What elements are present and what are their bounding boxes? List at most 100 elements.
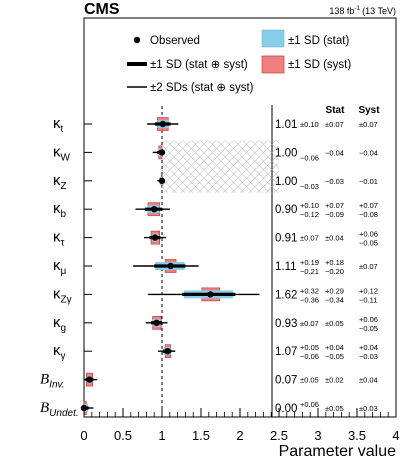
stat-uncertainty-up: +0.29 (325, 286, 344, 295)
parameter-symbol: κ (53, 229, 61, 246)
value-text: 1.01 (275, 119, 297, 131)
value-text: 0.91 (275, 233, 297, 245)
parameter-label: κZγ (53, 285, 72, 305)
parameter-row (84, 287, 260, 302)
syst-uncertainty: −0.01 (359, 177, 378, 186)
x-tick-label: 3 (314, 428, 321, 443)
syst-uncertainty-down: −0.08 (359, 210, 378, 219)
parameter-label: κτ (53, 229, 65, 249)
syst-uncertainty: ±0.03 (359, 404, 378, 413)
stat-uncertainty-down: −0.34 (325, 295, 344, 304)
observed-marker (158, 177, 166, 184)
parameter-subscript: Inv. (49, 380, 64, 391)
parameter-row (80, 401, 94, 415)
stat-uncertainty: −0.04 (325, 148, 344, 157)
lumi-value: 138 fb (329, 6, 354, 16)
syst-uncertainty-down: −0.03 (359, 352, 378, 361)
parameter-row (84, 145, 166, 160)
legend-total-1sd-label: ±1 SD (stat ⊕ syst) (150, 59, 248, 71)
observed-marker (86, 376, 93, 383)
parameter-symbol: κ (53, 172, 61, 189)
parameter-label: κg (53, 314, 66, 334)
parameter-subscript: μ (61, 266, 67, 277)
hatched-region-cross (162, 140, 279, 193)
value-text: 1.62 (275, 289, 297, 301)
parameter-subscript: Z (61, 181, 67, 192)
legend-stat-label: ±1 SD (stat) (288, 35, 349, 47)
parameter-symbol: κ (53, 285, 61, 302)
parameter-symbol: κ (53, 314, 61, 331)
data-marks (80, 105, 279, 417)
parameter-subscript: Zγ (61, 294, 72, 305)
x-tick-label: 2.5 (270, 428, 288, 443)
total-uncertainty-up: +0.32 (300, 286, 319, 295)
total-uncertainty: ±0.07 (300, 319, 319, 328)
value-text: 1.00 (275, 176, 297, 188)
column-header-syst: Syst (358, 105, 380, 116)
legend-observed-label: Observed (150, 35, 200, 47)
total-uncertainty-down: −0.03 (300, 182, 319, 191)
parameter-subscript: t (61, 124, 64, 135)
parameter-subscript: g (61, 323, 67, 334)
stat-uncertainty-up: +0.04 (325, 343, 344, 352)
value-text: 0.90 (275, 204, 297, 216)
stat-uncertainty: ±0.07 (325, 120, 344, 129)
total-uncertainty-up: +0.10 (300, 201, 319, 210)
value-text: 1.11 (275, 261, 297, 273)
parameter-symbol: κ (53, 200, 61, 217)
parameter-subscript: γ (61, 351, 66, 362)
parameter-row (84, 259, 199, 273)
parameter-subscript: W (61, 152, 71, 163)
total-uncertainty-down: −0.12 (300, 210, 319, 219)
total-uncertainty: ±0.05 (300, 376, 319, 385)
legend-syst-swatch (261, 55, 285, 74)
x-axis-label: Parameter value (279, 443, 396, 460)
x-tick-label: 0.5 (114, 428, 132, 443)
x-tick-label: 0 (80, 428, 87, 443)
x-tick-label: 4 (392, 428, 399, 443)
legend-stat-swatch (261, 29, 285, 48)
parameter-row (84, 173, 166, 188)
x-tick-label: 1.5 (192, 428, 210, 443)
legend-observed-marker (133, 36, 141, 44)
stat-uncertainty-down: −0.20 (325, 267, 344, 276)
syst-uncertainty: −0.04 (359, 148, 378, 157)
parameter-subscript: τ (61, 238, 65, 249)
parameter-label: κμ (53, 257, 67, 277)
stat-uncertainty-down: −0.09 (325, 210, 344, 219)
stat-uncertainty-up: +0.07 (325, 201, 344, 210)
plot-frame (83, 17, 397, 418)
parameter-label: κb (53, 200, 67, 220)
parameter-label: κt (53, 115, 64, 135)
value-text: 0.93 (275, 318, 297, 330)
parameter-row (84, 230, 166, 245)
observed-marker (164, 348, 171, 355)
stat-uncertainty: ±0.02 (325, 376, 344, 385)
total-uncertainty-down: −0.06 (300, 352, 319, 361)
parameter-row (84, 315, 168, 330)
syst-uncertainty-up: +0.12 (359, 286, 378, 295)
parameter-symbol: B (40, 400, 49, 416)
stat-uncertainty: ±0.04 (325, 234, 344, 243)
column-header-stat: Stat (326, 105, 346, 116)
value-text: 1.07 (275, 346, 297, 358)
observed-marker (159, 120, 166, 128)
total-uncertainty-down: −0.21 (300, 267, 319, 276)
parameter-symbol: κ (53, 342, 61, 359)
stat-uncertainty-down: −0.05 (325, 352, 344, 361)
syst-uncertainty-up: +0.06 (359, 315, 378, 324)
stat-uncertainty-up: +0.18 (325, 258, 344, 267)
parameter-row (84, 344, 176, 359)
parameter-label: BInv. (40, 372, 65, 391)
parameter-subscript: b (61, 209, 67, 220)
parameter-symbol: κ (53, 143, 61, 160)
syst-uncertainty-down: −0.11 (359, 295, 377, 304)
parameter-label: BUndet. (40, 400, 79, 419)
value-text: 0.00 (275, 403, 297, 415)
observed-marker (158, 149, 166, 156)
total-uncertainty-up: +0.19 (300, 258, 319, 267)
parameter-label: κγ (53, 342, 66, 362)
value-text: 0.07 (275, 375, 297, 387)
